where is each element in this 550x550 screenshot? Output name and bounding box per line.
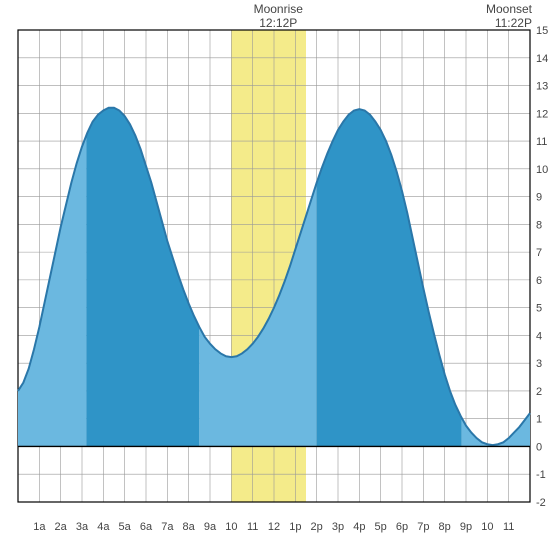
x-tick-label: 6p — [396, 521, 408, 533]
x-tick-label: 4p — [353, 521, 365, 533]
y-tick-label: 8 — [536, 219, 542, 231]
moonrise-label: Moonrise12:12P — [248, 2, 308, 31]
y-tick-label: 6 — [536, 275, 542, 287]
y-tick-label: 1 — [536, 414, 542, 426]
y-tick-label: -1 — [536, 469, 546, 481]
x-tick-label: 10 — [481, 521, 493, 533]
y-tick-label: 13 — [536, 81, 548, 93]
y-tick-label: -2 — [536, 497, 546, 509]
x-tick-label: 7p — [417, 521, 429, 533]
x-tick-label: 6a — [140, 521, 153, 533]
x-tick-label: 2p — [311, 521, 323, 533]
x-tick-label: 3a — [76, 521, 89, 533]
top-label-title: Moonset — [486, 2, 532, 16]
y-tick-label: 2 — [536, 386, 542, 398]
y-tick-label: 5 — [536, 303, 542, 315]
x-tick-label: 11 — [247, 521, 258, 533]
x-tick-label: 2a — [55, 521, 68, 533]
y-tick-label: 9 — [536, 192, 542, 204]
y-tick-label: 12 — [536, 108, 548, 120]
moonset-label: Moonset11:22P — [486, 2, 532, 31]
y-tick-label: 0 — [536, 441, 542, 453]
x-tick-label: 10 — [225, 521, 237, 533]
top-label-value: 12:12P — [248, 16, 308, 30]
x-tick-label: 3p — [332, 521, 344, 533]
x-tick-label: 5p — [375, 521, 387, 533]
x-tick-label: 7a — [161, 521, 174, 533]
y-tick-label: 11 — [536, 136, 547, 148]
x-tick-label: 8a — [183, 521, 196, 533]
top-label-value: 11:22P — [486, 16, 532, 30]
chart-svg: -2-101234567891011121314151a2a3a4a5a6a7a… — [0, 0, 550, 550]
x-tick-label: 1p — [289, 521, 301, 533]
x-tick-label: 11 — [503, 521, 514, 533]
y-tick-label: 14 — [536, 53, 548, 65]
x-tick-label: 9a — [204, 521, 217, 533]
x-tick-label: 8p — [439, 521, 451, 533]
top-label-title: Moonrise — [248, 2, 308, 16]
y-tick-label: 4 — [536, 330, 542, 342]
y-tick-label: 3 — [536, 358, 542, 370]
y-tick-label: 10 — [536, 164, 548, 176]
x-tick-label: 9p — [460, 521, 472, 533]
y-tick-label: 7 — [536, 247, 542, 259]
x-tick-label: 4a — [97, 521, 110, 533]
x-tick-label: 1a — [33, 521, 46, 533]
x-tick-labels: 1a 2a 3a 4a 5a 6a 7a 8a 9a 10 11 12 1p 2p 3p 4p 5p 6p 7p 8p… — [33, 521, 514, 533]
x-tick-label: 5a — [119, 521, 132, 533]
tide-chart: -2-101234567891011121314151a2a3a4a5a6a7a… — [0, 0, 550, 550]
x-tick-label: 12 — [268, 521, 280, 533]
y-tick-label: 15 — [536, 25, 548, 37]
